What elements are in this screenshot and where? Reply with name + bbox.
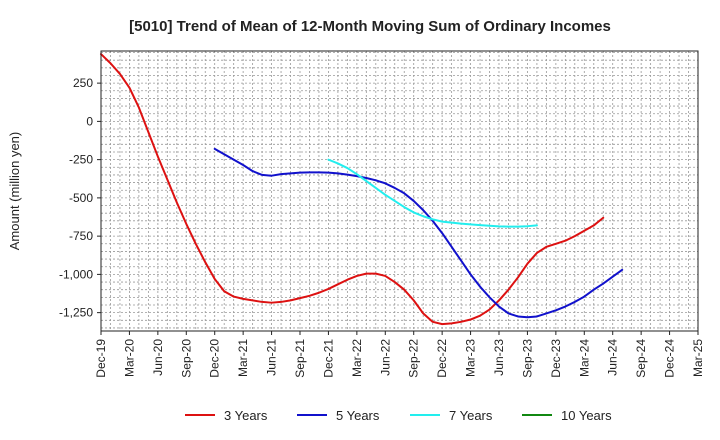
- x-tick-label: Mar-22: [350, 339, 364, 377]
- y-tick-label: -1,000: [59, 267, 93, 281]
- x-tick-label: Mar-21: [236, 339, 250, 377]
- x-tick-label: Jun-20: [151, 339, 165, 376]
- y-axis: 250 0 -250 -500 -750 -1,000 -1,250: [59, 76, 101, 320]
- y-tick-label: 0: [86, 114, 93, 128]
- x-tick-label: Jun-21: [265, 339, 279, 376]
- x-tick-label: Dec-22: [435, 339, 449, 378]
- x-axis: Dec-19 Mar-20 Jun-20 Sep-20 Dec-20 Mar-21 Jun-…: [94, 331, 705, 378]
- x-tick-label: Mar-23: [464, 339, 478, 377]
- y-tick-label: -750: [69, 229, 93, 243]
- x-tick-label: Jun-22: [378, 339, 392, 376]
- x-tick-label: Sep-24: [634, 339, 648, 378]
- legend: 3 Years 5 Years 7 Years 10 Years: [185, 408, 612, 423]
- x-tick-label: Mar-25: [691, 339, 705, 377]
- y-tick-label: -250: [69, 153, 93, 167]
- x-tick-label: Mar-20: [122, 339, 136, 377]
- x-tick-label: Sep-23: [520, 339, 534, 378]
- legend-label-7-years: 7 Years: [449, 408, 493, 423]
- y-tick-label: 250: [73, 76, 93, 90]
- x-tick-label: Jun-23: [492, 339, 506, 376]
- plot-frame: [100, 50, 699, 332]
- x-tick-label: Dec-21: [321, 339, 335, 378]
- series-group: [100, 53, 624, 326]
- chart-title: [5010] Trend of Mean of 12-Month Moving …: [129, 18, 611, 35]
- y-tick-label: -500: [69, 191, 93, 205]
- x-tick-label: Dec-24: [663, 339, 677, 378]
- series-line-3-years: [100, 53, 605, 326]
- y-axis-label: Amount (million yen): [7, 132, 22, 251]
- x-tick-label: Sep-21: [293, 339, 307, 378]
- series-line-5-years: [213, 147, 624, 319]
- x-tick-label: Sep-22: [407, 339, 421, 378]
- x-tick-label: Jun-24: [606, 339, 620, 376]
- x-tick-label: Dec-19: [94, 339, 108, 378]
- legend-label-5-years: 5 Years: [336, 408, 380, 423]
- x-tick-label: Mar-24: [577, 339, 591, 377]
- y-tick-label: -1,250: [59, 306, 93, 320]
- x-tick-label: Dec-20: [208, 339, 222, 378]
- grid: [101, 51, 698, 331]
- x-tick-label: Dec-23: [549, 339, 563, 378]
- x-tick-label: Sep-20: [179, 339, 193, 378]
- legend-label-10-years: 10 Years: [561, 408, 612, 423]
- legend-label-3-years: 3 Years: [224, 408, 268, 423]
- series-line-7-years: [327, 158, 538, 228]
